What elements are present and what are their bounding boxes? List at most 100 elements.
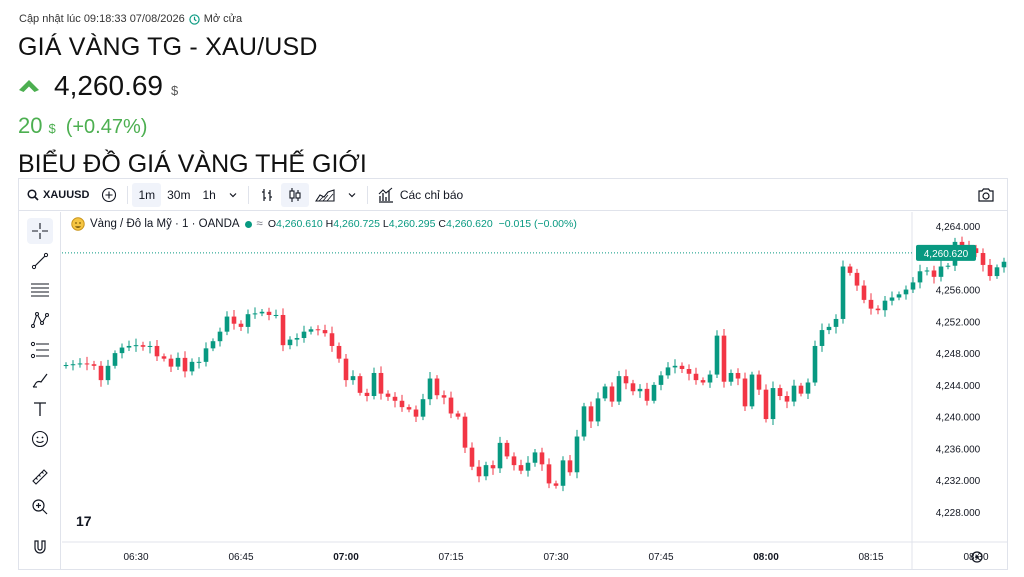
zoom-in-tool[interactable] — [27, 494, 53, 520]
chart-legend: Vàng / Đô la Mỹ · 1 · OANDA ≈ O4,260.610… — [71, 217, 577, 231]
brush-icon — [32, 373, 48, 388]
candle-body — [833, 318, 839, 327]
candle-body — [161, 356, 167, 359]
candle-body — [462, 416, 468, 448]
market-open-dot — [244, 220, 252, 228]
symbol-search[interactable]: XAUUSD — [19, 183, 95, 207]
candle-body — [840, 266, 846, 319]
candle-body — [700, 380, 706, 383]
candle-body — [399, 400, 405, 408]
candle-body — [273, 314, 279, 316]
candle-body — [329, 333, 335, 346]
interval-dropdown[interactable] — [222, 183, 244, 207]
divider — [366, 185, 368, 204]
candle-body — [889, 297, 895, 301]
candle-body — [924, 270, 930, 272]
candle-body — [532, 452, 538, 463]
candle-body — [434, 378, 440, 396]
candle-body — [196, 361, 202, 363]
candle-body — [126, 345, 132, 348]
candle-body — [791, 385, 797, 402]
style-dropdown[interactable] — [341, 183, 363, 207]
candle-body — [616, 376, 622, 402]
candle-body — [868, 299, 874, 309]
indicators-icon — [378, 187, 393, 203]
y-tick-label: 4,244.000 — [936, 381, 981, 392]
candle-body — [91, 364, 97, 366]
x-tick-label: 07:00 — [333, 552, 359, 563]
ruler-tool[interactable] — [27, 464, 53, 490]
candle-body — [756, 374, 762, 390]
candle-style-button[interactable] — [280, 182, 309, 207]
indicators-label: Các chỉ báo — [399, 187, 464, 202]
candle-body — [343, 358, 349, 381]
text-tool[interactable] — [27, 396, 53, 422]
fib-tool[interactable] — [27, 337, 53, 363]
bar-style-button[interactable] — [253, 183, 281, 207]
magnet-tool[interactable] — [27, 534, 53, 560]
candle-body — [308, 329, 314, 332]
candle-body — [504, 442, 510, 457]
y-tick-label: 4,248.000 — [936, 349, 981, 360]
interval-1h[interactable]: 1h — [202, 187, 216, 202]
x-tick-label: 06:45 — [228, 552, 253, 563]
area-style-button[interactable] — [309, 183, 341, 207]
candle-body — [777, 388, 783, 397]
candle-body — [119, 347, 125, 354]
candle-body — [406, 407, 412, 410]
candle-body — [245, 314, 251, 327]
indicators-button[interactable]: Các chỉ báo — [372, 183, 469, 207]
settings-icon-center — [975, 555, 979, 559]
interval-30m[interactable]: 30m — [167, 187, 191, 202]
candle-body — [623, 376, 629, 384]
update-time: Cập nhật lúc 09:18:33 07/08/2026 — [19, 13, 185, 25]
page-title: GIÁ VÀNG TG - XAU/USD — [18, 33, 318, 61]
candle-body — [910, 282, 916, 290]
candle-body — [189, 361, 195, 372]
candle-body — [714, 335, 720, 375]
candle-body — [182, 357, 188, 372]
candle-body — [826, 326, 832, 331]
candle-body — [231, 316, 237, 324]
change-row: 20 $ (+0.47%) — [18, 113, 147, 139]
candle-body — [259, 311, 265, 314]
candle-body — [77, 363, 83, 365]
candle-body — [175, 357, 181, 367]
candle-body — [735, 372, 741, 379]
pattern-tool[interactable] — [27, 307, 53, 333]
ohlc-values: O4,260.610 H4,260.725 L4,260.295 C4,260.… — [267, 218, 577, 230]
snapshot-button[interactable] — [971, 183, 1001, 207]
y-tick-label: 4,252.000 — [936, 317, 981, 328]
magnet-icon — [34, 540, 46, 554]
brush-tool[interactable] — [27, 367, 53, 393]
candle-body — [427, 378, 433, 400]
candle-body — [602, 386, 608, 399]
emoji-tool[interactable] — [27, 426, 53, 452]
area-style-icon — [314, 188, 335, 202]
price-chart[interactable]: 4,264.000 4,256.000 4,252.000 4,248.000 4,24… — [62, 212, 1008, 569]
candle-body — [322, 330, 328, 334]
candle-body — [721, 335, 727, 382]
interval-1m[interactable]: 1m — [132, 182, 162, 207]
candle-body — [798, 385, 804, 394]
trend-line-tool[interactable] — [27, 248, 53, 274]
candle-body — [728, 372, 734, 382]
last-price-label: 4,260.620 — [924, 249, 969, 260]
candle-body — [168, 358, 174, 367]
candle-body — [819, 330, 825, 346]
candle-body — [441, 395, 447, 398]
candle-body — [959, 241, 965, 248]
compare-button[interactable] — [95, 183, 123, 207]
y-tick-label: 4,236.000 — [936, 444, 981, 455]
crosshair-tool[interactable] — [27, 218, 53, 244]
candle-style-icon — [289, 187, 301, 202]
candle-body — [672, 365, 678, 368]
x-tick-label: 07:30 — [543, 552, 568, 563]
bar-style-icon — [261, 188, 272, 201]
candle-body — [938, 266, 944, 277]
update-info: Cập nhật lúc 09:18:33 07/08/2026 Mở cửa — [19, 13, 242, 25]
candle-body — [581, 406, 587, 437]
candle-body — [301, 331, 307, 339]
horizontal-lines-tool[interactable] — [27, 277, 53, 303]
y-tick-label: 4,240.000 — [936, 413, 981, 424]
